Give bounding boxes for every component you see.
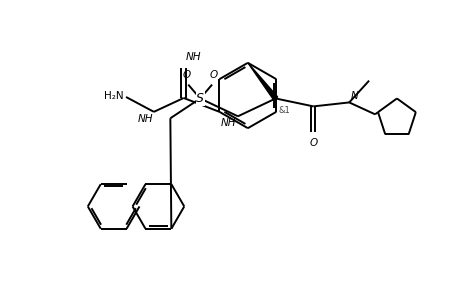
- Text: O: O: [182, 70, 190, 80]
- Text: S: S: [196, 92, 204, 105]
- Polygon shape: [248, 63, 278, 100]
- Text: N: N: [350, 91, 358, 101]
- Text: &1: &1: [279, 106, 290, 115]
- Text: NH: NH: [138, 114, 153, 124]
- Text: H₂N: H₂N: [105, 91, 124, 101]
- Text: O: O: [210, 70, 218, 80]
- Text: NH: NH: [186, 52, 201, 62]
- Text: NH: NH: [221, 118, 236, 128]
- Text: O: O: [309, 138, 318, 148]
